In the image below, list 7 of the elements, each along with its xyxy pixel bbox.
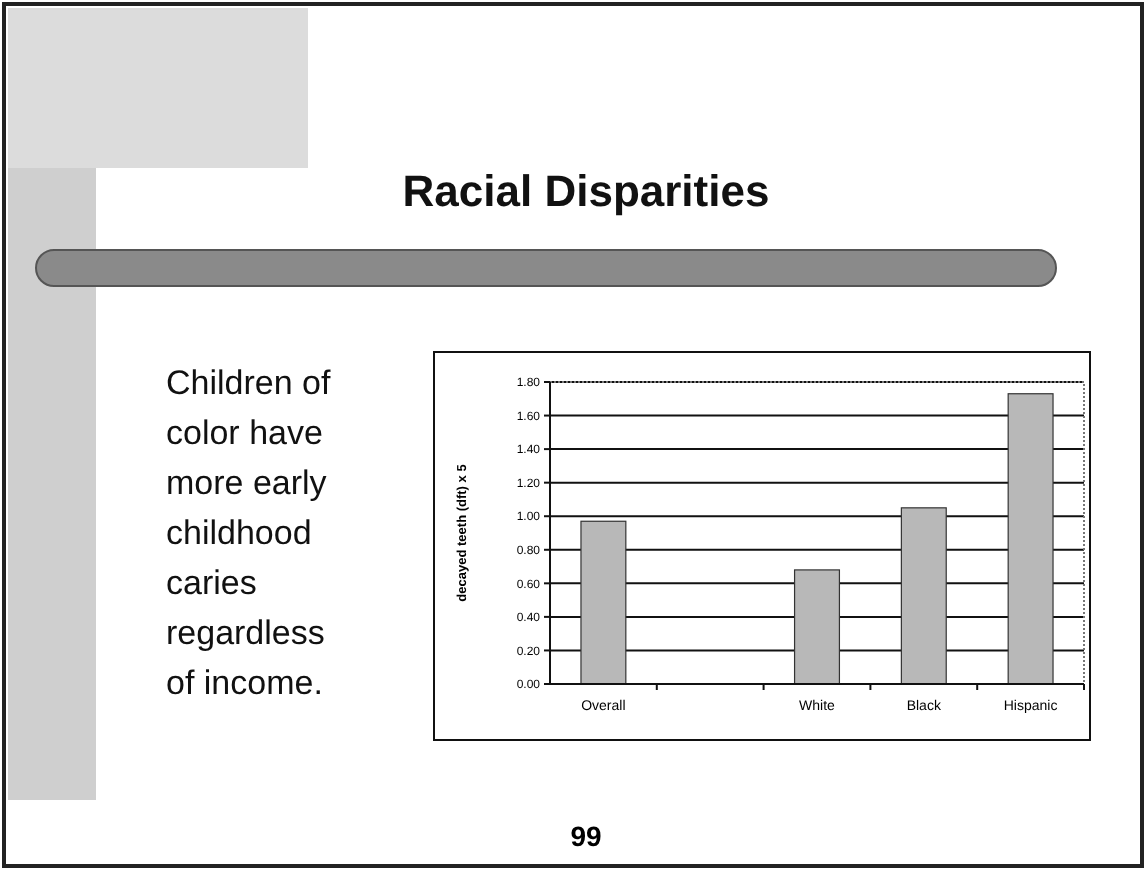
text: 99 [570,820,602,852]
bar [793,569,841,685]
text: Children of color have more early childhood caries regardless of income. [166,364,331,702]
bar [1007,393,1054,685]
bar [900,507,947,685]
chart-title: Racial Disparities [402,166,770,216]
bar [580,520,627,685]
